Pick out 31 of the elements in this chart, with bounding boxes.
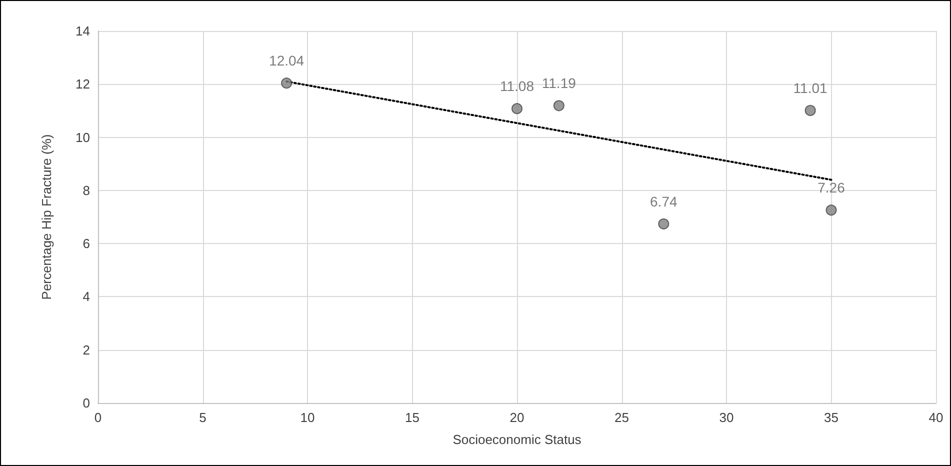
point <box>281 78 292 89</box>
data-label: 12.04 <box>269 52 304 69</box>
y-tick-label: 10 <box>76 130 90 145</box>
x-tick-label: 15 <box>405 410 420 425</box>
x-tick-label: 40 <box>928 410 944 425</box>
point <box>512 103 522 114</box>
data-label: 11.08 <box>500 78 534 94</box>
x-tick-label: 10 <box>300 410 315 425</box>
data-label: 6.74 <box>650 193 678 210</box>
y-tick-label: 0 <box>82 396 90 410</box>
x-tick-label: 30 <box>719 410 734 425</box>
point <box>826 204 837 216</box>
x-tick-label: 0 <box>94 410 102 425</box>
y-tick-label: 4 <box>82 289 90 304</box>
point <box>553 100 564 112</box>
y-tick-label: 6 <box>82 236 90 252</box>
data-label: 11.19 <box>542 75 576 92</box>
y-tick-label: 12 <box>76 76 90 92</box>
point <box>658 218 670 230</box>
x-tick-label: 20 <box>510 410 524 425</box>
y-tick-label: 8 <box>82 182 90 198</box>
y-axis-title: Percentage Hip Fracture (%) <box>39 134 54 300</box>
x-tick-label: 35 <box>824 410 838 425</box>
data-label: 7.26 <box>818 180 846 196</box>
x-axis-title: Socioeconomic Status <box>452 432 582 447</box>
data-label: 11.01 <box>793 80 828 96</box>
x-tick-label: 25 <box>614 410 629 425</box>
point <box>804 104 816 116</box>
y-tick-label: 2 <box>82 342 90 358</box>
y-tick-label: 14 <box>76 24 90 38</box>
x-tick-label: 5 <box>199 410 206 425</box>
